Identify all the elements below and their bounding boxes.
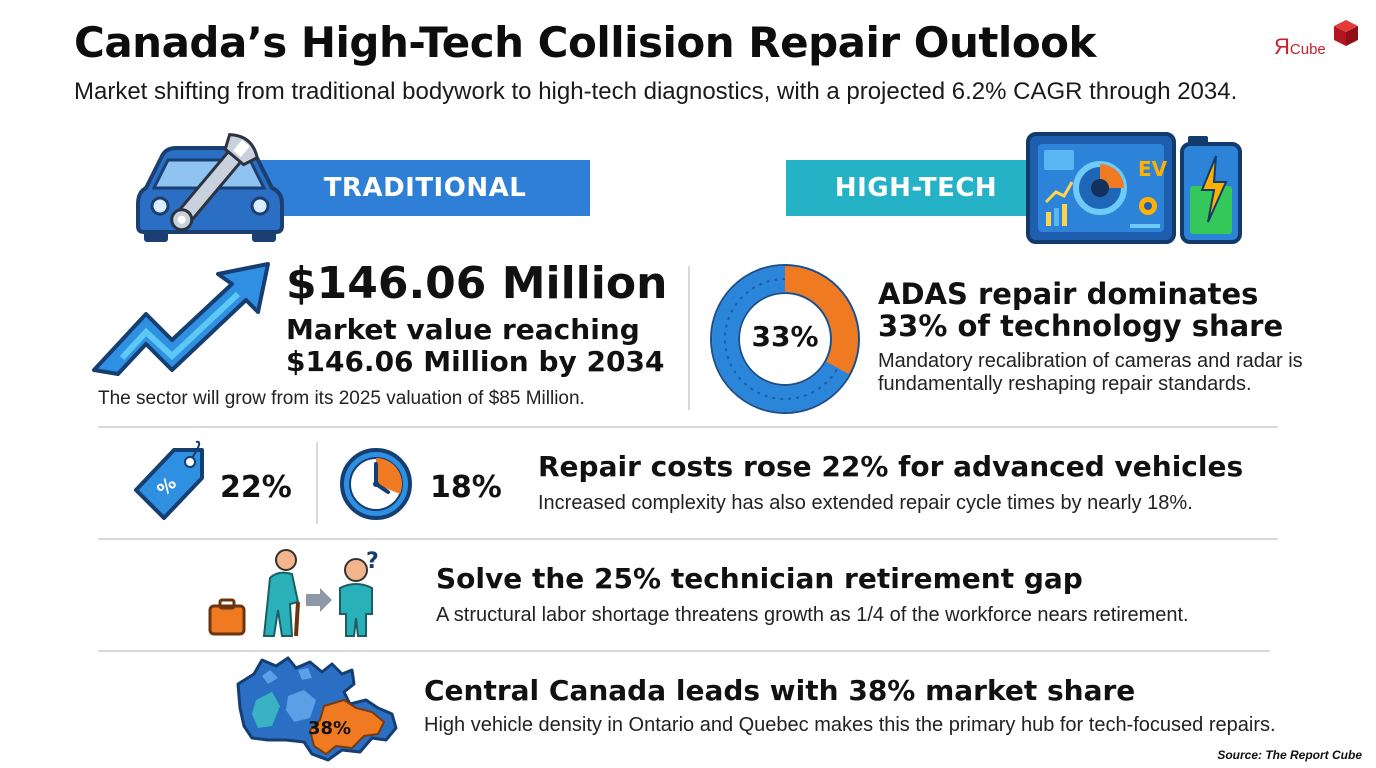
section-divider (688, 266, 690, 410)
section-divider (98, 650, 1270, 652)
market-note: The sector will grow from its 2025 valua… (98, 388, 585, 409)
region-headline: Central Canada leads with 38% market sha… (424, 674, 1136, 707)
clock-icon (340, 448, 412, 520)
adas-description: Mandatory recalibration of cameras and r… (878, 350, 1303, 395)
region-description: High vehicle density in Ontario and Queb… (424, 714, 1276, 736)
adas-share-slice (784, 266, 858, 375)
logo-text: ЯCube (1274, 34, 1326, 59)
price-tag-icon: % (134, 440, 204, 520)
cube-icon (1334, 20, 1358, 46)
source-credit: Source: The Report Cube (1217, 748, 1362, 762)
svg-text:?: ? (366, 549, 379, 574)
section-divider (316, 442, 318, 524)
labor-headline: Solve the 25% technician retirement gap (436, 562, 1083, 595)
high-tech-banner: HIGH-TECH (786, 160, 1046, 216)
trending-up-arrow-icon (92, 262, 270, 376)
section-divider (98, 538, 1278, 540)
canada-map-icon (236, 656, 398, 762)
labor-description: A structural labor shortage threatens gr… (436, 604, 1189, 626)
market-headline: Market value reaching $146.06 Million by… (286, 313, 665, 378)
costs-description: Increased complexity has also extended r… (538, 492, 1193, 514)
technician-retirement-icon: ? (208, 549, 379, 637)
section-divider (98, 426, 1278, 428)
central-canada-share-label: 38% (308, 718, 352, 739)
costs-headline: Repair costs rose 22% for advanced vehic… (538, 450, 1244, 483)
page-subtitle: Market shifting from traditional bodywor… (74, 78, 1238, 105)
report-cube-logo: ЯCube (1272, 20, 1362, 70)
page-title: Canada’s High-Tech Collision Repair Outl… (74, 18, 1096, 67)
adas-share-donut (710, 264, 860, 414)
adas-headline: ADAS repair dominates 33% of technology … (878, 277, 1284, 343)
car-wrench-icon (136, 133, 284, 242)
cost-increase-percent: 22% (220, 470, 292, 505)
donut-percent-label: 33% (751, 320, 819, 353)
cycle-time-percent: 18% (430, 470, 502, 505)
ev-dashboard-icon: EV (1026, 132, 1242, 244)
market-value: $146.06 Million (286, 258, 668, 309)
traditional-banner: TRADITIONAL (250, 160, 590, 216)
svg-text:EV: EV (1138, 157, 1168, 181)
